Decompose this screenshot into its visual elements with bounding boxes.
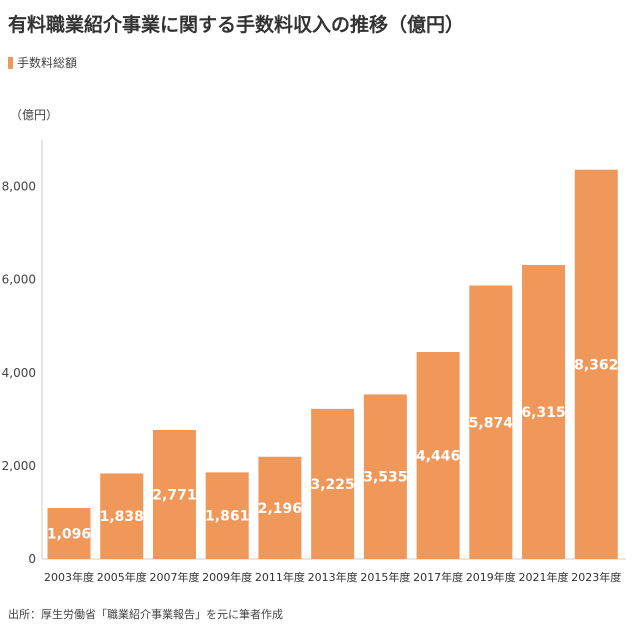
bar xyxy=(522,265,566,559)
y-tick-label: 2,000 xyxy=(2,459,36,473)
y-tick-label: 0 xyxy=(28,552,36,566)
bar xyxy=(100,473,144,559)
x-tick-label: 2005年度 xyxy=(97,570,147,584)
data-label: 8,362 xyxy=(574,357,618,373)
x-tick-label: 2021年度 xyxy=(519,570,569,584)
data-label: 4,446 xyxy=(416,449,460,465)
data-label: 3,535 xyxy=(363,470,407,486)
legend: 手数料総額 xyxy=(8,54,77,71)
x-tick-label: 2011年度 xyxy=(255,570,305,584)
data-label: 1,861 xyxy=(205,509,249,525)
data-label: 2,196 xyxy=(258,501,302,517)
bar xyxy=(363,394,407,559)
x-tick-label: 2009年度 xyxy=(202,570,252,584)
data-label: 1,838 xyxy=(100,509,144,525)
legend-label: 手数料総額 xyxy=(17,56,78,70)
x-tick-label: 2017年度 xyxy=(413,570,463,584)
source-note: 出所：厚生労働省「職業紹介事業報告」を元に筆者作成 xyxy=(8,608,283,621)
chart-title: 有料職業紹介事業に関する手数料収入の推移（億円） xyxy=(8,14,465,36)
legend-swatch xyxy=(8,56,13,69)
data-label: 6,315 xyxy=(521,405,565,421)
bar xyxy=(152,429,196,559)
x-tick-label: 2013年度 xyxy=(308,570,358,584)
x-tick-label: 2019年度 xyxy=(466,570,516,584)
bar xyxy=(205,472,249,559)
bar xyxy=(311,408,355,559)
x-tick-label: 2023年度 xyxy=(571,570,621,584)
y-tick-label: 6,000 xyxy=(2,273,36,287)
bar xyxy=(47,507,91,559)
data-label: 3,225 xyxy=(310,477,354,493)
y-tick-label: 8,000 xyxy=(2,180,36,194)
data-label: 1,096 xyxy=(47,526,91,542)
data-label: 2,771 xyxy=(152,487,196,503)
y-axis-unit-label: （億円） xyxy=(10,108,59,122)
y-tick-label: 4,000 xyxy=(2,366,36,380)
bar xyxy=(258,456,302,559)
x-tick-label: 2003年度 xyxy=(44,570,94,584)
data-label: 5,874 xyxy=(469,415,514,431)
bar xyxy=(574,169,618,559)
x-tick-label: 2007年度 xyxy=(149,570,199,584)
x-tick-label: 2015年度 xyxy=(360,570,410,584)
bar xyxy=(416,352,460,559)
bar xyxy=(469,285,513,559)
